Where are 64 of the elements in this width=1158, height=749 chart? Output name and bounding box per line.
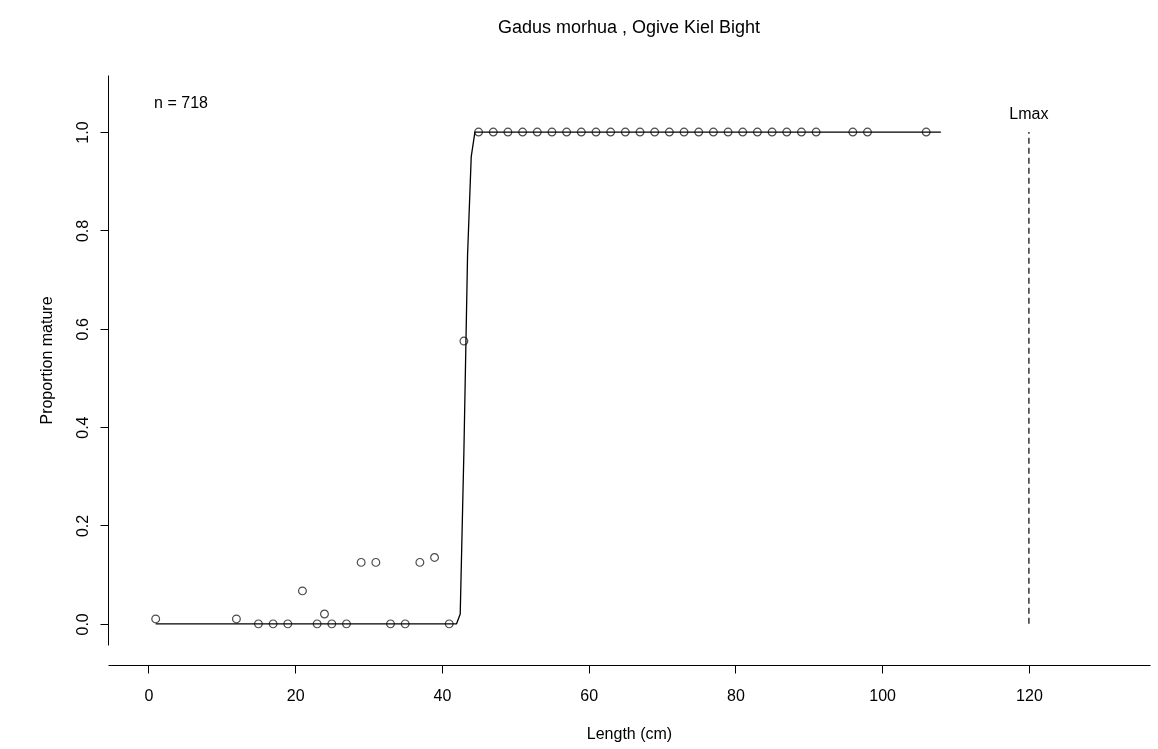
point — [459, 336, 469, 346]
point — [532, 127, 542, 137]
x-tick-label: 0 — [144, 686, 154, 704]
y-tick-label: 0.0 — [73, 613, 91, 636]
point — [400, 619, 410, 629]
y-tick-label: 0.4 — [73, 416, 91, 439]
point — [848, 127, 858, 137]
chart-title: Gadus morhua , Ogive Kiel Bight — [497, 17, 761, 37]
point — [576, 127, 586, 137]
point — [752, 127, 762, 137]
point — [518, 127, 528, 137]
point — [811, 127, 821, 137]
point — [268, 619, 278, 629]
point — [371, 557, 381, 567]
point — [231, 614, 241, 624]
x-axis-title: Length (cm) — [586, 724, 673, 742]
point — [635, 127, 645, 137]
point — [415, 557, 425, 567]
y-tick-label: 0.6 — [73, 318, 91, 341]
annotation: n = 718 — [154, 94, 209, 111]
point — [664, 127, 674, 137]
x-tick-label: 40 — [433, 686, 452, 704]
point — [650, 127, 660, 137]
point — [679, 127, 689, 137]
x-tick-label: 20 — [286, 686, 305, 704]
point — [723, 127, 733, 137]
ref-line-label: Lmax — [1009, 105, 1049, 123]
point — [767, 127, 777, 137]
point — [320, 609, 329, 619]
point — [312, 619, 322, 629]
point — [562, 127, 572, 137]
y-tick-label: 0.8 — [73, 219, 91, 243]
point — [356, 557, 366, 567]
line-series — [155, 131, 942, 625]
point — [253, 619, 263, 629]
point — [386, 619, 395, 629]
point — [297, 586, 307, 596]
y-tick-label: 1.0 — [73, 121, 91, 144]
point — [327, 619, 337, 629]
point — [503, 127, 513, 137]
x-tick-label: 100 — [869, 686, 897, 704]
y-tick-label: 0.2 — [73, 514, 91, 538]
point — [151, 614, 161, 624]
point — [591, 127, 601, 137]
point — [606, 127, 616, 137]
y-axis-title: Proportion mature — [37, 296, 55, 425]
point — [782, 127, 792, 137]
point — [488, 127, 498, 137]
point — [283, 619, 293, 629]
point — [620, 127, 630, 137]
point — [738, 127, 748, 137]
point — [547, 127, 557, 137]
x-tick-label: 60 — [580, 686, 599, 704]
point — [444, 619, 454, 629]
point — [474, 127, 484, 137]
point — [863, 127, 872, 137]
x-tick-label: 120 — [1016, 686, 1043, 704]
point — [342, 619, 351, 629]
point — [921, 127, 931, 137]
point — [694, 127, 704, 137]
point — [430, 552, 440, 562]
x-tick-label: 80 — [727, 686, 745, 704]
point — [796, 127, 806, 137]
point — [708, 127, 718, 137]
